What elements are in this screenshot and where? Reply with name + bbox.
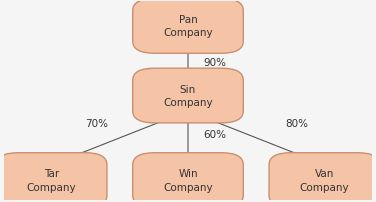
FancyBboxPatch shape [133, 69, 243, 123]
Text: Pan
Company: Pan Company [163, 15, 213, 38]
FancyBboxPatch shape [133, 153, 243, 202]
Text: Sin
Company: Sin Company [163, 84, 213, 108]
Text: Win
Company: Win Company [163, 169, 213, 192]
Text: Tar
Company: Tar Company [27, 169, 76, 192]
FancyBboxPatch shape [0, 153, 107, 202]
Text: Van
Company: Van Company [300, 169, 349, 192]
Text: 90%: 90% [203, 57, 226, 67]
Text: 60%: 60% [203, 130, 226, 140]
FancyBboxPatch shape [269, 153, 376, 202]
Text: 80%: 80% [286, 119, 309, 129]
Text: 70%: 70% [85, 119, 108, 129]
FancyBboxPatch shape [133, 0, 243, 54]
